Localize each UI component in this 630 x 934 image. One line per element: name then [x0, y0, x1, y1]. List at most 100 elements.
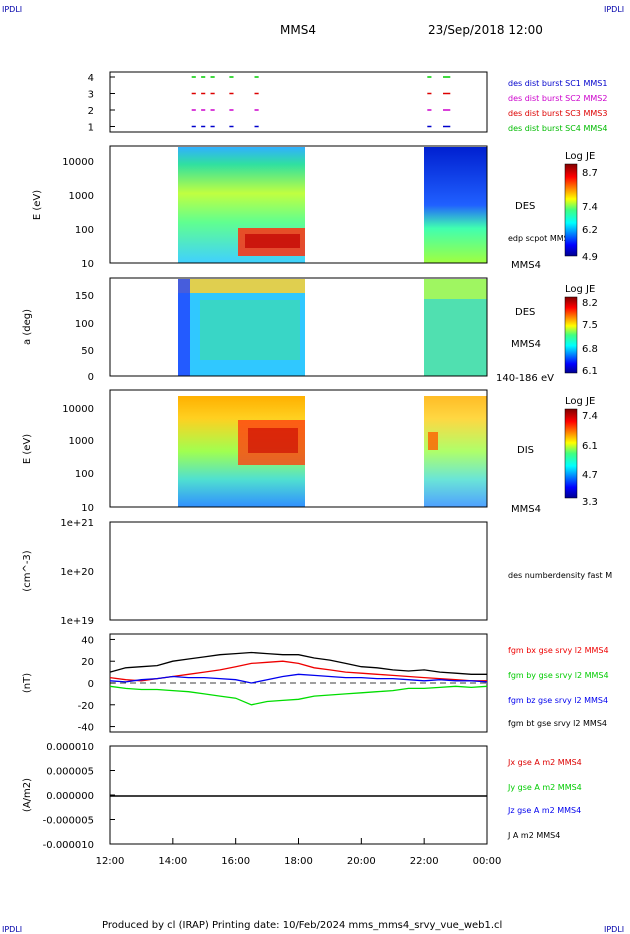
burst-ytick-3: 3: [88, 90, 94, 101]
burst-interval-marks: [191, 76, 451, 128]
des-energy-label: DES: [515, 201, 535, 212]
dis-energy-ytick-1000: 1000: [69, 436, 94, 447]
current-legend-jy: Jy gse A m2 MMS4: [507, 783, 582, 792]
current-ytick-2: 0.000000: [46, 791, 94, 802]
des-pitch-ytick-50: 50: [81, 346, 94, 357]
des-pitch-cbar-tick-1: 7.5: [582, 320, 598, 331]
panel-current: (A/m2) 0.000010 0.000005 0.000000 -0.000005…: [22, 742, 582, 851]
panel-density-frame: [109, 521, 488, 621]
burst-ytick-2: 2: [88, 106, 94, 117]
des-energy-cbar-tick-3: 4.9: [582, 252, 598, 263]
panel-des-energy: E (eV) 10000 1000 100 10 DES edp scpot M…: [32, 145, 598, 271]
dis-energy-ytick-100: 100: [75, 469, 94, 480]
des-pitch-label: DES: [515, 307, 535, 318]
dis-energy-sat-label: MMS4: [511, 504, 541, 515]
dis-energy-ylabel: E (eV): [22, 434, 33, 464]
dis-energy-block-2-spot: [428, 432, 438, 450]
des-energy-sat-label: MMS4: [511, 260, 541, 271]
des-energy-ytick-10: 10: [81, 259, 94, 270]
dis-energy-cbar-tick-0: 7.4: [582, 411, 598, 422]
current-ytick-4: -0.000010: [43, 840, 94, 851]
density-ytick-1e20: 1e+20: [60, 567, 94, 578]
bfield-legend-by: fgm by gse srvy l2 MMS4: [508, 671, 609, 680]
dis-energy-ytick-10: 10: [81, 503, 94, 514]
bfield-ytick-0: 0: [88, 679, 94, 690]
current-legend-j: J A m2 MMS4: [507, 831, 560, 840]
des-pitch-cbar-tick-2: 6.8: [582, 344, 598, 355]
panel-des-energy-frame: [109, 145, 488, 264]
current-ytick-0: 0.000010: [46, 742, 94, 753]
des-energy-ytick-10000: 10000: [62, 157, 94, 168]
burst-y-ticks: 4 3 2 1: [88, 73, 115, 134]
bfield-ytick--20: -20: [78, 701, 94, 712]
bfield-series-bz: [109, 673, 488, 684]
panel-current-frame: [109, 745, 488, 845]
panel-bfield: (nT) 40 20 0 -20 -40 fgm bx gse srvy l2 MMS4…: [22, 633, 609, 734]
current-legend-jx: Jx gse A m2 MMS4: [507, 758, 582, 767]
footer-text: Produced by cl (IRAP) Printing date: 10/…: [102, 920, 502, 931]
des-energy-cbar-tick-2: 6.2: [582, 225, 598, 236]
bfield-legend-bt: fgm bt gse srvy l2 MMS4: [508, 719, 607, 728]
des-energy-colorbar: [564, 163, 578, 257]
des-pitch-cbar-tick-0: 8.2: [582, 298, 598, 309]
time-tick-label-3: 18:00: [284, 856, 313, 867]
dis-energy-cbar-tick-2: 4.7: [582, 470, 598, 481]
des-pitch-low-edge: [178, 279, 190, 376]
burst-legend: des dist burst SC1 MMS1 des dist burst S…: [508, 79, 607, 133]
legend-mms4: des dist burst SC4 MMS4: [508, 124, 607, 133]
des-energy-ytick-100: 100: [75, 225, 94, 236]
density-ylabel: (cm^-3): [22, 550, 33, 591]
current-legend-jz: Jz gse A m2 MMS4: [507, 806, 581, 815]
time-tick-label-6: 00:00: [473, 856, 502, 867]
des-pitch-block-2-top: [424, 279, 487, 299]
des-pitch-sat-label: MMS4: [511, 339, 541, 350]
legend-mms2: des dist burst SC2 MMS2: [508, 94, 607, 103]
bfield-ytick-20: 20: [81, 657, 94, 668]
des-pitch-ytick-150: 150: [75, 291, 94, 302]
des-energy-hot-core: [245, 234, 300, 248]
panel-dis-energy: E (eV) 10000 1000 100 10 DIS MMS4 Log JE…: [22, 389, 598, 515]
burst-ytick-4: 4: [88, 73, 94, 84]
des-pitch-colorbar: [564, 296, 578, 374]
bfield-ylabel: (nT): [22, 673, 33, 693]
des-energy-cbar-tick-1: 7.4: [582, 202, 598, 213]
burst-ytick-1: 1: [88, 123, 94, 134]
bfield-y-ticks: 40 20 0 -20 -40: [78, 635, 115, 734]
bfield-series: [109, 651, 488, 706]
bfield-legend-bz: fgm bz gse srvy l2 MMS4: [508, 696, 608, 705]
des-energy-block-2: [424, 147, 487, 263]
dis-energy-cbar-tick-3: 3.3: [582, 497, 598, 508]
time-axis: 12:00 14:00 16:00 18:00 20:00 22:00 00:00: [96, 838, 502, 867]
current-y-ticks: 0.000010 0.000005 0.000000 -0.000005 -0.0000…: [43, 742, 115, 851]
current-ytick-3: -0.000005: [43, 816, 94, 827]
des-energy-cbar-title: Log JE: [565, 151, 595, 162]
des-pitch-cbar-tick-3: 6.1: [582, 366, 598, 377]
dis-energy-colorbar: [564, 408, 578, 499]
time-tick-label-0: 12:00: [96, 856, 125, 867]
panel-density: (cm^-3) 1e+21 1e+20 1e+19 des numberdens…: [22, 518, 612, 627]
panel-des-pitch: a (deg) 150 100 50 0 DES MMS4 140-186 eV…: [22, 277, 598, 384]
dis-energy-cbar-title: Log JE: [565, 396, 595, 407]
panel-burst: 4 3 2 1 des dist burst SC1 MMS1 des dist bu…: [88, 71, 607, 134]
density-legend: des numberdensity fast M: [508, 571, 612, 580]
des-pitch-top-band: [178, 279, 305, 293]
corner-label-top-left: IPDLI: [2, 5, 22, 14]
time-tick-label-5: 22:00: [410, 856, 439, 867]
des-pitch-energy-label: 140-186 eV: [496, 373, 554, 384]
des-pitch-ytick-100: 100: [75, 319, 94, 330]
dis-energy-cbar-tick-1: 6.1: [582, 441, 598, 452]
dis-energy-ytick-10000: 10000: [62, 404, 94, 415]
panel-dis-energy-frame: [109, 389, 488, 508]
bfield-series-bt: [109, 651, 487, 675]
dis-energy-hot-core: [248, 428, 298, 453]
corner-label-top-right: IPDLI: [604, 5, 624, 14]
bfield-legend-bx: fgm bx gse srvy l2 MMS4: [508, 646, 609, 655]
legend-mms3: des dist burst SC3 MMS3: [508, 109, 607, 118]
bfield-ytick-40: 40: [81, 635, 94, 646]
des-energy-cbar-tick-0: 8.7: [582, 168, 598, 179]
time-tick-label-1: 14:00: [158, 856, 187, 867]
current-ylabel: (A/m2): [22, 778, 33, 812]
dis-energy-label: DIS: [517, 445, 534, 456]
bfield-series-by: [109, 685, 488, 706]
des-energy-ytick-1000: 1000: [69, 191, 94, 202]
